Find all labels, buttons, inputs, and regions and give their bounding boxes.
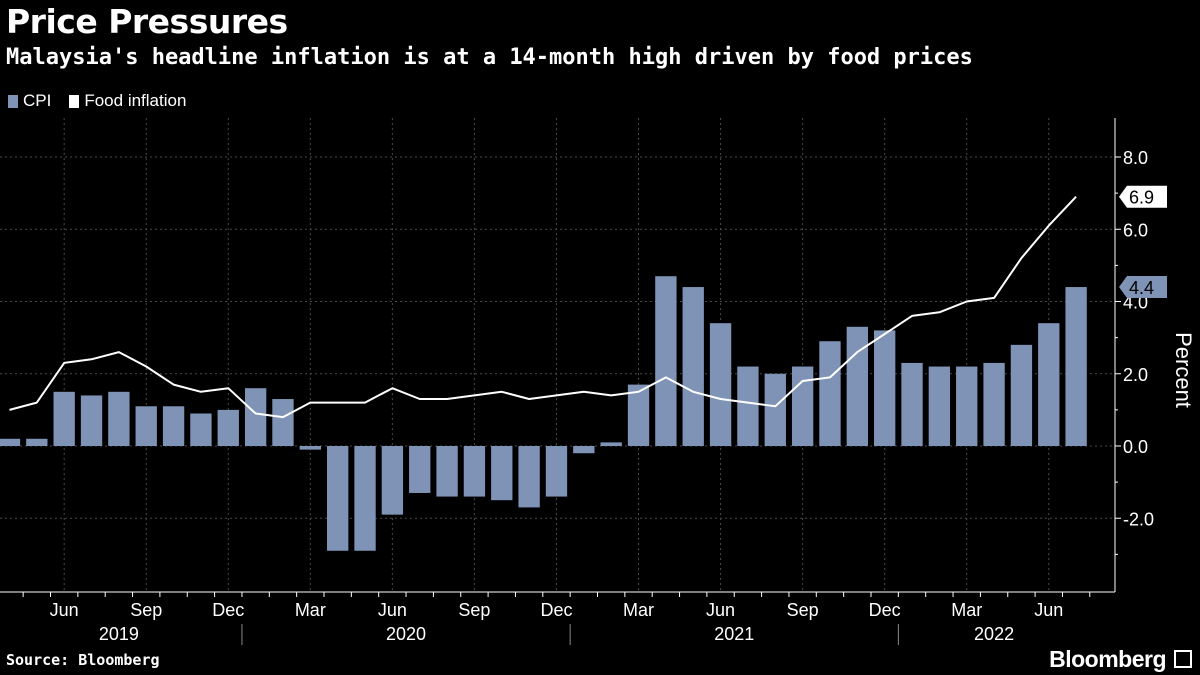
cpi-bar [381, 446, 404, 515]
x-year-label: 2020 [386, 624, 426, 644]
cpi-bar [709, 323, 732, 446]
x-tick-label: Dec [869, 600, 901, 620]
cpi-bar [791, 366, 814, 446]
cpi-bar [244, 388, 267, 446]
legend-entry-cpi: CPI [8, 91, 51, 111]
cpi-last-value-label: 4.4 [1129, 278, 1154, 298]
cpi-bar [901, 362, 923, 446]
cpi-bar [928, 366, 951, 446]
cpi-bar [190, 413, 212, 446]
y-tick-label: 6.0 [1123, 220, 1148, 240]
cpi-bar [655, 276, 677, 446]
cpi-bar [108, 391, 130, 446]
x-tick-label: Sep [130, 600, 162, 620]
cpi-bar [682, 287, 704, 446]
cpi-bar [436, 446, 458, 497]
cpi-bar [135, 406, 157, 446]
y-tick-label: 2.0 [1123, 365, 1148, 385]
cpi-bar [737, 366, 759, 446]
chart-title: Price Pressures [6, 2, 288, 41]
x-tick-label: Jun [50, 600, 79, 620]
legend-entry-food: Food inflation [69, 91, 186, 111]
cpi-bar [299, 446, 321, 450]
x-tick-label: Sep [458, 600, 490, 620]
cpi-bar [1038, 323, 1060, 446]
source-note: Source: Bloomberg [6, 651, 160, 669]
y-tick-label: 8.0 [1123, 148, 1148, 168]
cpi-bar [600, 442, 622, 446]
cpi-bar [26, 438, 48, 446]
y-tick-label: 0.0 [1123, 437, 1148, 457]
cpi-bar [217, 409, 239, 446]
cpi-bar [956, 366, 978, 446]
food-inflation-line [9, 196, 1077, 419]
cpi-last-value-box [1119, 276, 1167, 299]
x-tick-label: Dec [212, 600, 244, 620]
legend-label-food-inflation: Food inflation [84, 91, 187, 110]
legend-label-cpi: CPI [23, 91, 52, 110]
cpi-bar [409, 446, 431, 493]
cpi-bar [354, 446, 376, 551]
cpi-bar [1010, 344, 1033, 446]
cpi-bar [1065, 287, 1087, 446]
x-tick-label: Dec [540, 600, 572, 620]
cpi-bar [764, 373, 786, 446]
y-axis-title: Percent [1171, 332, 1196, 408]
chart-subtitle: Malaysia's headline inflation is at a 14… [6, 45, 973, 70]
x-tick-label: Sep [787, 600, 819, 620]
x-tick-label: Jun [378, 600, 407, 620]
x-year-label: 2019 [99, 624, 139, 644]
x-tick-label: Mar [951, 600, 982, 620]
cpi-bar [327, 446, 349, 551]
x-tick-label: Jun [1034, 600, 1063, 620]
cpi-bar [846, 326, 868, 446]
y-tick-label: -2.0 [1123, 509, 1154, 529]
bloomberg-logo-icon [1174, 650, 1192, 668]
x-year-label: 2021 [714, 624, 754, 644]
cpi-bar [983, 362, 1005, 446]
cpi-bar [53, 391, 75, 446]
cpi-bar [545, 446, 568, 497]
cpi-bar [627, 384, 650, 446]
bloomberg-logo: Bloomberg [1049, 646, 1166, 672]
x-tick-label: Mar [623, 600, 654, 620]
food-inflation-last-value-box [1119, 185, 1167, 208]
cpi-bar [463, 446, 486, 497]
cpi-bar [874, 330, 896, 446]
x-tick-label: Mar [295, 600, 326, 620]
cpi-bar [162, 406, 185, 446]
food-inflation-last-value-label: 6.9 [1129, 188, 1154, 208]
cpi-bar [518, 446, 540, 508]
legend: CPI Food inflation [8, 91, 186, 111]
cpi-bar [80, 395, 103, 446]
cpi-bar [819, 341, 841, 446]
cpi-bar [0, 438, 21, 446]
cpi-bar [573, 446, 595, 454]
food-inflation-swatch-icon [69, 94, 80, 108]
x-tick-label: Jun [706, 600, 735, 620]
cpi-bar [272, 399, 294, 446]
cpi-swatch-icon [8, 94, 18, 108]
cpi-bar [491, 446, 513, 501]
x-year-label: 2022 [974, 624, 1014, 644]
